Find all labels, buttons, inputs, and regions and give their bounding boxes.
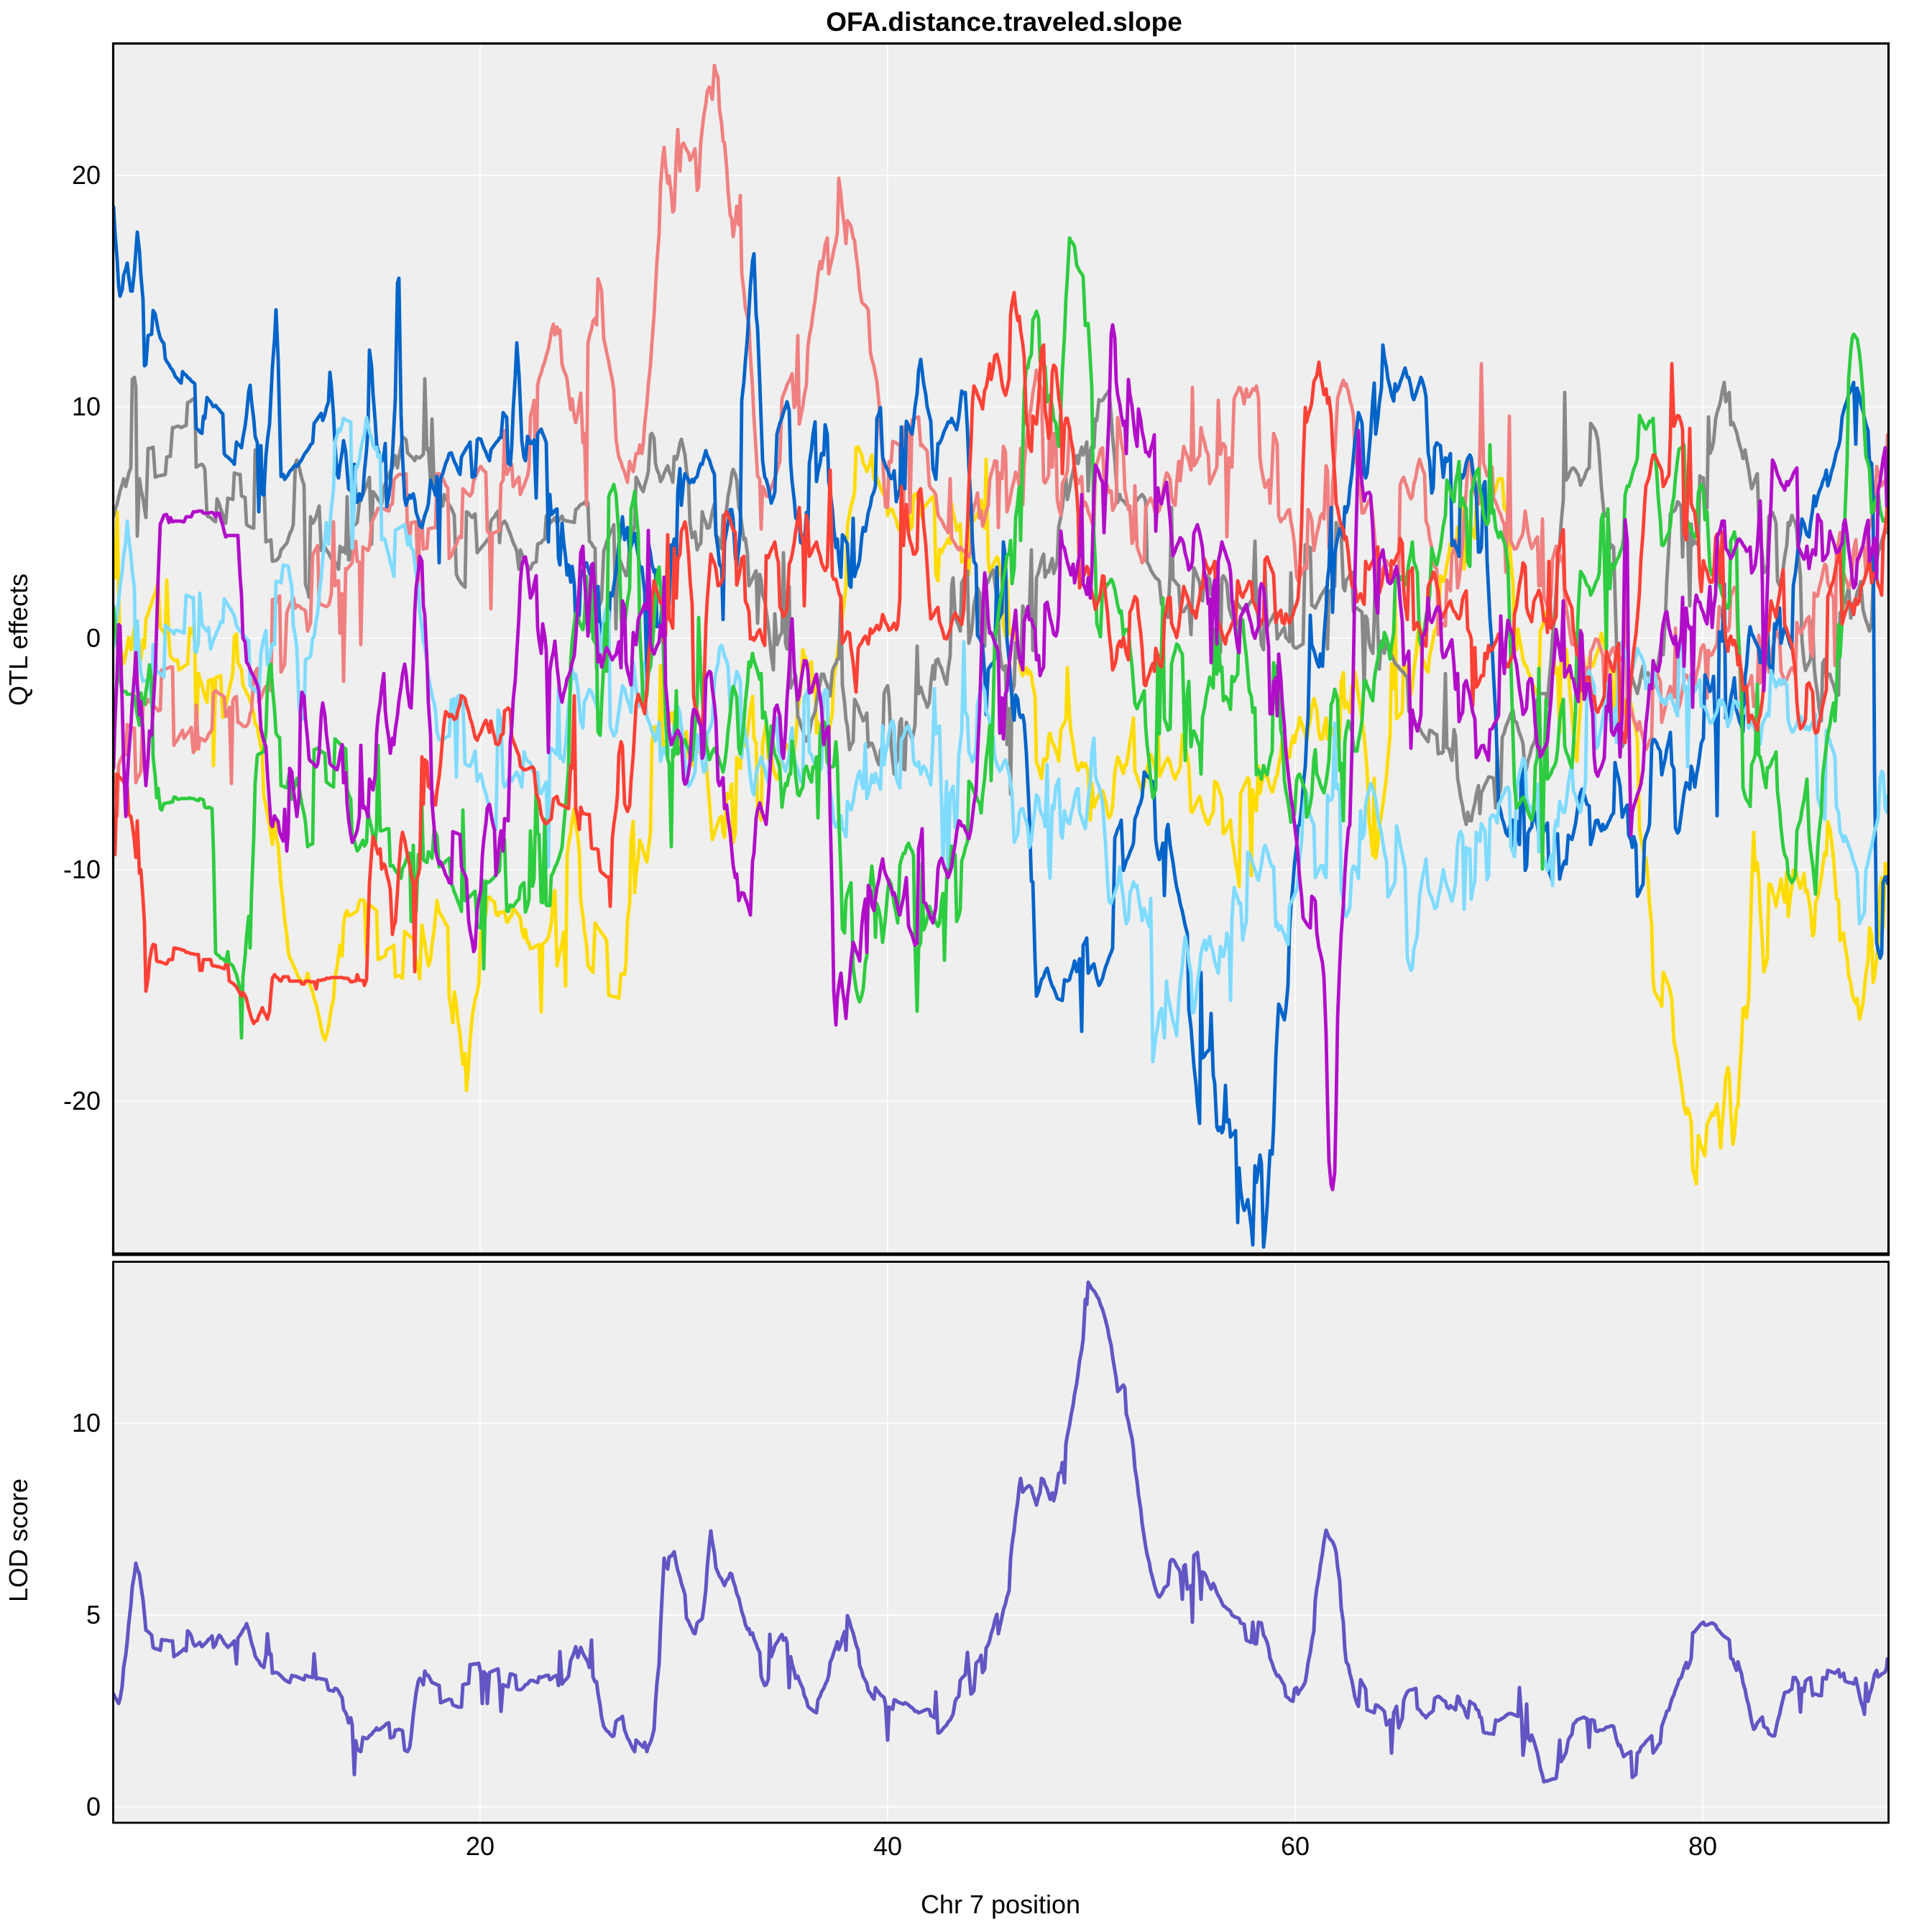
svg-text:-20: -20 [63, 1086, 101, 1116]
svg-text:QTL effects: QTL effects [4, 574, 33, 706]
svg-text:40: 40 [873, 1831, 902, 1861]
svg-text:5: 5 [86, 1600, 101, 1629]
svg-text:-10: -10 [63, 855, 101, 884]
svg-text:10: 10 [72, 1408, 101, 1438]
svg-text:OFA.distance.traveled.slope: OFA.distance.traveled.slope [826, 7, 1182, 37]
svg-text:20: 20 [466, 1831, 494, 1861]
svg-text:LOD score: LOD score [4, 1478, 33, 1602]
svg-text:0: 0 [86, 623, 101, 653]
svg-text:0: 0 [86, 1792, 101, 1821]
svg-text:Chr 7 position: Chr 7 position [921, 1890, 1080, 1919]
svg-text:80: 80 [1688, 1831, 1717, 1861]
svg-text:10: 10 [72, 392, 101, 421]
svg-text:60: 60 [1281, 1831, 1310, 1861]
svg-text:20: 20 [72, 160, 101, 190]
